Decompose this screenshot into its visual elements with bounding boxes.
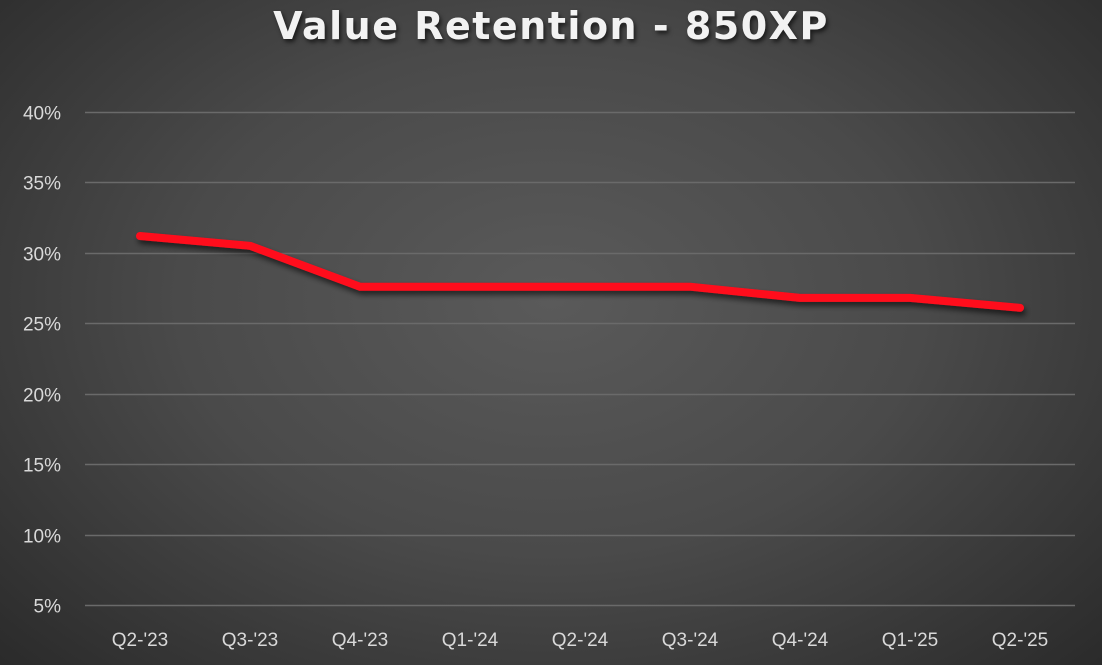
x-tick-label: Q4-'24 <box>772 630 829 651</box>
y-tick-label: 40% <box>23 104 61 125</box>
data-series <box>136 232 1024 312</box>
x-tick-label: Q3-'24 <box>662 630 719 651</box>
y-tick-label: 15% <box>23 456 61 477</box>
y-tick-label: 10% <box>23 527 61 548</box>
y-tick-label: 5% <box>34 597 62 618</box>
gridlines <box>85 111 1075 607</box>
y-tick-label: 20% <box>23 386 61 407</box>
x-tick-label: Q2-'25 <box>992 630 1048 651</box>
y-tick-label: 30% <box>23 245 61 266</box>
x-tick-label: Q3-'23 <box>222 630 278 651</box>
series-line <box>136 232 1024 312</box>
chart-title: Value Retention - 850XP <box>273 4 829 48</box>
y-tick-label: 25% <box>23 315 61 336</box>
x-tick-label: Q4-'23 <box>332 630 388 651</box>
x-tick-label: Q2-'24 <box>552 630 609 651</box>
x-tick-label: Q1-'25 <box>882 630 938 651</box>
x-tick-label: Q2-'23 <box>112 630 168 651</box>
x-axis-labels: Q2-'23 Q3-'23 Q4-'23 Q1-'24 Q2-'24 Q3-'24 Q4-'… <box>112 630 1048 651</box>
y-tick-label: 35% <box>23 174 61 195</box>
y-axis-labels: 5% 10% 15% 20% 25% 30% 35% 40% <box>23 104 61 618</box>
x-tick-label: Q1-'24 <box>442 630 499 651</box>
